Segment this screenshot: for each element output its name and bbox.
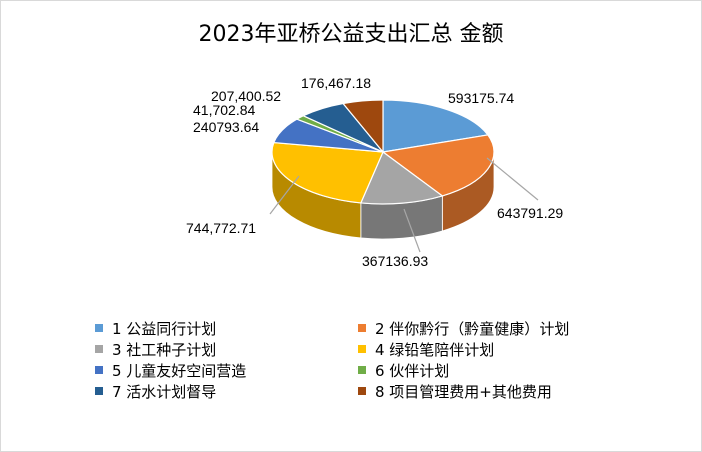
legend-item-6: 6 伙伴计划 <box>358 360 449 381</box>
legend-swatch <box>95 387 103 395</box>
data-label-7: 207,400.52 <box>211 88 281 104</box>
legend-label: 1 公益同行计划 <box>112 320 217 338</box>
legend-swatch <box>358 387 366 395</box>
data-label-1: 593175.74 <box>448 90 514 106</box>
legend-label: 6 伙伴计划 <box>375 362 450 380</box>
data-label-4: 744,772.71 <box>186 220 256 236</box>
data-label-3: 367136.93 <box>362 253 428 269</box>
data-label-2: 643791.29 <box>497 205 563 221</box>
data-label-5: 240793.64 <box>193 119 259 135</box>
legend-item-3: 3 社工种子计划 <box>95 339 216 360</box>
pie-slice-2 <box>381 134 495 197</box>
legend-item-5: 5 儿童友好空间营造 <box>95 360 246 381</box>
legend-item-7: 7 活水计划督导 <box>95 381 216 402</box>
leader-line-2 <box>486 157 539 201</box>
pie-slice-4 <box>271 141 384 204</box>
legend-swatch <box>95 366 103 374</box>
legend-label: 3 社工种子计划 <box>112 341 217 359</box>
legend-label: 5 儿童友好空间营造 <box>112 362 247 380</box>
data-label-6: 41,702.84 <box>193 102 255 118</box>
legend-item-2: 2 伴你黔行（黔童健康）计划 <box>358 318 569 339</box>
legend-swatch <box>95 345 103 353</box>
legend-swatch <box>95 324 103 332</box>
legend-item-8: 8 项目管理费用+其他费用 <box>358 381 552 402</box>
legend-label: 7 活水计划督导 <box>112 383 217 401</box>
pie-slice-8 <box>341 99 384 154</box>
chart-title: 2023年亚桥公益支出汇总 金额 <box>198 22 504 47</box>
pie-slice-3 <box>359 151 444 205</box>
legend-swatch <box>358 366 366 374</box>
legend-swatch <box>358 345 366 353</box>
leader-line-4 <box>269 175 300 215</box>
data-label-8: 176,467.18 <box>301 75 371 91</box>
legend-label: 4 绿铅笔陪伴计划 <box>375 341 495 359</box>
legend-label: 8 项目管理费用+其他费用 <box>375 383 552 401</box>
legend-label: 2 伴你黔行（黔童健康）计划 <box>375 320 570 338</box>
legend-swatch <box>358 324 366 332</box>
leader-line-3 <box>403 208 421 253</box>
legend-item-1: 1 公益同行计划 <box>95 318 216 339</box>
legend-item-4: 4 绿铅笔陪伴计划 <box>358 339 494 360</box>
